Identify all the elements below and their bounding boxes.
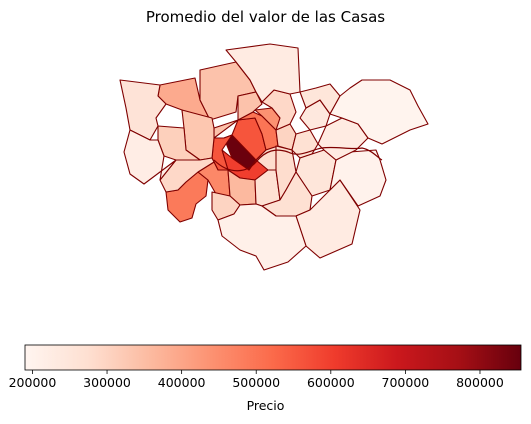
colorbar-gradient	[24, 344, 522, 371]
map-region-r28	[123, 129, 177, 185]
colorbar-tick-label: 200000	[9, 375, 57, 390]
colorbar-tick-label: 400000	[158, 375, 206, 390]
colorbar-tick-label: 800000	[456, 375, 504, 390]
colorbar-tick-label: 500000	[232, 375, 280, 390]
colorbar-ticks: 200000 300000 400000 500000 600000 700000 8000…	[9, 370, 504, 390]
map-region-r27	[225, 43, 301, 103]
colorbar-tick-label: 600000	[307, 375, 355, 390]
map-region-r11	[213, 91, 263, 139]
map-region-r31	[329, 149, 387, 207]
river-line	[213, 146, 383, 172]
chart-title: Promedio del valor de las Casas	[145, 8, 386, 26]
colorbar-label: Precio	[246, 398, 285, 413]
colorbar-tick-label: 300000	[83, 375, 131, 390]
colorbar-tick-label: 700000	[382, 375, 430, 390]
map-region-r29	[295, 179, 361, 259]
choropleth-map	[119, 43, 429, 271]
map-region-r30	[217, 203, 307, 271]
map-region-r22	[119, 79, 167, 141]
map-region-r33	[329, 79, 429, 145]
